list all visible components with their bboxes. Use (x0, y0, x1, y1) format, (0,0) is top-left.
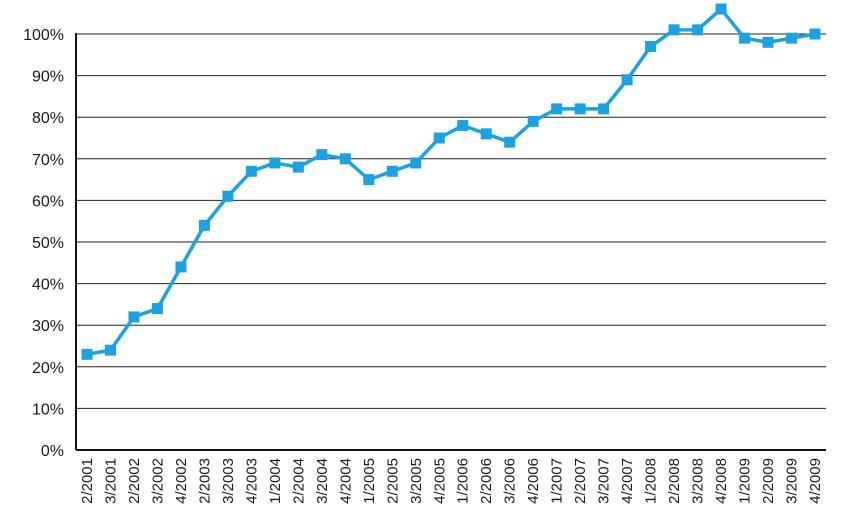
x-tick-label: 4/2009 (807, 458, 824, 504)
x-tick-label: 3/2009 (784, 458, 801, 504)
x-tick-label: 3/2007 (596, 458, 613, 504)
data-point-marker (621, 74, 633, 86)
data-point-marker (386, 165, 398, 177)
data-point-marker (692, 24, 704, 36)
x-tick-label: 2/2008 (666, 458, 683, 504)
x-tick-label: 2/2009 (760, 458, 777, 504)
x-tick-label: 3/2004 (314, 458, 331, 504)
data-point-marker (245, 165, 257, 177)
y-tick-label: 30% (32, 318, 64, 335)
data-point-marker (480, 128, 492, 140)
data-point-marker (457, 120, 469, 132)
x-tick-label: 1/2008 (643, 458, 660, 504)
gridlines (76, 33, 826, 409)
y-tick-label: 60% (32, 193, 64, 210)
data-point-marker (574, 103, 586, 115)
y-tick-label: 20% (32, 360, 64, 377)
x-tick-label: 2/2002 (126, 458, 143, 504)
data-point-marker (433, 132, 445, 144)
x-tick-label: 4/2004 (337, 458, 354, 504)
data-point-marker (527, 115, 539, 127)
data-point-marker (81, 348, 93, 360)
data-point-marker (762, 36, 774, 48)
axes (75, 33, 826, 451)
y-axis-tick-labels: 0% 10% 20% 30% 40% 50% 60% 70% 80% 90% 100% (23, 27, 64, 460)
x-tick-label: 1/2004 (267, 458, 284, 504)
y-tick-label: 0% (41, 443, 64, 460)
data-point-marker (363, 174, 375, 186)
data-point-marker (339, 153, 351, 165)
y-tick-label: 50% (32, 235, 64, 252)
data-point-marker (598, 103, 610, 115)
data-point-marker (175, 261, 187, 273)
data-point-marker (809, 28, 821, 40)
x-tick-label: 4/2002 (173, 458, 190, 504)
y-tick-label: 10% (32, 401, 64, 418)
data-point-marker (504, 136, 516, 148)
x-tick-label: 1/2006 (455, 458, 472, 504)
x-tick-label: 2/2003 (196, 458, 213, 504)
x-tick-label: 2/2005 (384, 458, 401, 504)
y-tick-label: 70% (32, 152, 64, 169)
x-axis-tick-labels: 2/2001 3/2001 2/2002 3/2002 4/2002 2/2003 3/20… (79, 458, 824, 504)
x-tick-label: 1/2005 (361, 458, 378, 504)
x-tick-label: 4/2007 (619, 458, 636, 504)
x-tick-label: 4/2008 (713, 458, 730, 504)
data-point-marker (715, 3, 727, 15)
y-tick-label: 40% (32, 277, 64, 294)
x-tick-label: 2/2001 (79, 458, 96, 504)
y-tick-label: 80% (32, 110, 64, 127)
x-tick-label: 3/2001 (102, 458, 119, 504)
x-tick-label: 2/2006 (478, 458, 495, 504)
data-point-marker (786, 32, 798, 44)
x-tick-label: 3/2003 (220, 458, 237, 504)
data-point-marker (198, 219, 210, 231)
data-point-marker (292, 161, 304, 173)
x-tick-label: 4/2003 (243, 458, 260, 504)
data-point-marker (128, 311, 140, 323)
x-tick-label: 1/2007 (549, 458, 566, 504)
x-tick-label: 3/2006 (502, 458, 519, 504)
data-point-marker (739, 32, 751, 44)
y-tick-label: 90% (32, 69, 64, 86)
series-line (86, 7, 816, 357)
x-tick-label: 1/2009 (737, 458, 754, 504)
data-point-marker (410, 157, 422, 169)
y-tick-label: 100% (23, 27, 64, 44)
data-point-marker (222, 190, 234, 202)
data-point-marker (316, 149, 328, 161)
data-point-marker (104, 344, 116, 356)
x-tick-label: 4/2005 (431, 458, 448, 504)
data-point-marker (551, 103, 563, 115)
data-point-marker (269, 157, 281, 169)
data-point-marker (645, 40, 657, 52)
x-tick-label: 3/2008 (690, 458, 707, 504)
data-point-marker (151, 303, 163, 315)
series-layer (81, 3, 821, 360)
x-tick-label: 4/2006 (525, 458, 542, 504)
x-tick-label: 3/2002 (149, 458, 166, 504)
x-tick-label: 2/2004 (290, 458, 307, 504)
x-tick-label: 3/2005 (408, 458, 425, 504)
x-tick-label: 2/2007 (572, 458, 589, 504)
data-point-marker (668, 24, 680, 36)
